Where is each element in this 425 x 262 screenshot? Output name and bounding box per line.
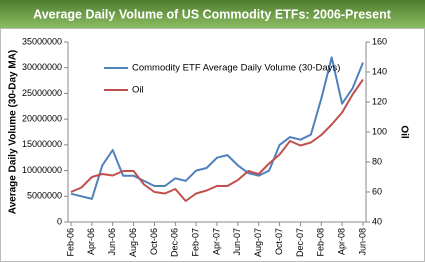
y-tick-label: 0 — [57, 216, 62, 226]
y2-axis-title: Oil — [398, 125, 409, 139]
y-tick-label: 35000000 — [22, 36, 62, 46]
x-tick-label: Jun-07 — [232, 228, 242, 256]
y2-tick-label: 60 — [372, 186, 382, 196]
x-tick-label: Apr-06 — [86, 228, 96, 255]
y2-tick-label: 160 — [372, 36, 387, 46]
x-tick-label: Feb-06 — [65, 228, 75, 257]
legend-label: Oil — [132, 85, 144, 96]
y-tick-label: 25000000 — [22, 88, 62, 98]
x-tick-label: Dec-06 — [170, 228, 180, 257]
series-line — [70, 56, 364, 200]
y2-tick-label: 40 — [372, 216, 382, 226]
x-tick-label: Feb-07 — [191, 228, 201, 257]
x-tick-label: Aug-07 — [253, 228, 263, 257]
chart-title: Average Daily Volume of US Commodity ETF… — [33, 7, 392, 21]
y-tick-label: 15000000 — [22, 139, 62, 149]
x-tick-label: Apr-07 — [211, 228, 221, 255]
y-tick-label: 30000000 — [22, 62, 62, 72]
y2-tick-label: 140 — [372, 66, 387, 76]
y2-tick-label: 120 — [372, 96, 387, 106]
y2-tick-label: 80 — [372, 156, 382, 166]
title-bar — [0, 0, 425, 28]
y-tick-label: 5000000 — [27, 191, 62, 201]
y-tick-label: 10000000 — [22, 165, 62, 175]
x-tick-label: Oct-07 — [274, 228, 284, 255]
series-line — [70, 78, 364, 202]
y-axis-title: Average Daily Volume (30-Day MA) — [8, 50, 19, 215]
x-tick-label: Oct-06 — [149, 228, 159, 255]
legend-label: Commodity ETF Average Daily Volume (30-D… — [132, 63, 340, 74]
y2-tick-label: 100 — [372, 126, 387, 136]
y-tick-label: 20000000 — [22, 114, 62, 124]
x-tick-label: Jun-08 — [357, 228, 367, 256]
x-tick-label: Apr-08 — [337, 228, 347, 255]
x-tick-label: Feb-08 — [316, 228, 326, 257]
x-tick-label: Aug-06 — [128, 228, 138, 257]
x-tick-label: Jun-06 — [107, 228, 117, 256]
x-tick-label: Dec-07 — [295, 228, 305, 257]
